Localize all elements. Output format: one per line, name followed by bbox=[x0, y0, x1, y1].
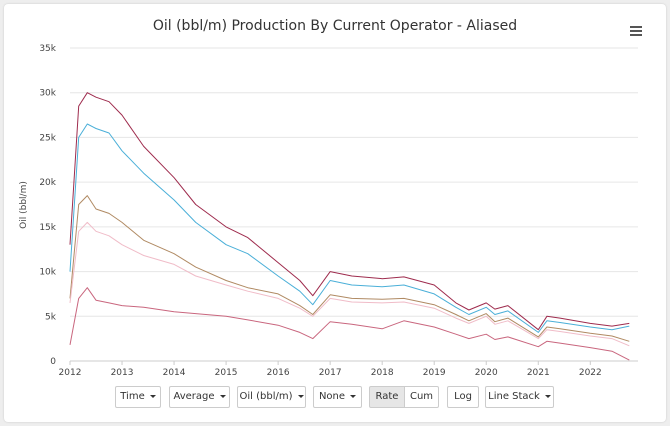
axis: 0 5k 10k 15k 20k 25k 30k 35k 2012 2013 2014 2015 201… bbox=[39, 44, 601, 378]
hamburger-menu-icon[interactable] bbox=[630, 26, 642, 36]
time-dropdown[interactable]: Time bbox=[115, 386, 161, 408]
line-stack-dropdown[interactable]: Line Stack bbox=[485, 386, 554, 408]
series-lines bbox=[69, 92, 630, 361]
measure-dropdown[interactable]: Oil (bbl/m) bbox=[237, 386, 306, 408]
series-line-5[interactable] bbox=[69, 287, 630, 361]
time-dropdown-label: Time bbox=[120, 391, 145, 402]
measure-dropdown-label: Oil (bbl/m) bbox=[239, 391, 293, 402]
y-tick-label: 30k bbox=[39, 89, 56, 99]
y-axis-label: Oil (bbl/m) bbox=[19, 181, 29, 229]
x-tick-label: 2014 bbox=[163, 368, 186, 378]
log-button[interactable]: Log bbox=[447, 386, 479, 408]
x-tick-label: 2022 bbox=[579, 368, 602, 378]
chevron-down-icon bbox=[149, 394, 156, 398]
chevron-down-icon bbox=[297, 394, 304, 398]
y-tick-label: 35k bbox=[39, 44, 56, 54]
series-line-3[interactable] bbox=[69, 195, 630, 342]
none-dropdown-label: None bbox=[318, 391, 346, 402]
series-line-2[interactable] bbox=[69, 123, 630, 333]
series-line-1[interactable] bbox=[69, 92, 630, 331]
y-tick-label: 0 bbox=[50, 357, 56, 367]
average-dropdown-label: Average bbox=[173, 391, 215, 402]
y-tick-label: 5k bbox=[45, 312, 57, 322]
chevron-down-icon bbox=[219, 394, 226, 398]
x-tick-label: 2020 bbox=[475, 368, 498, 378]
rate-button[interactable]: Rate bbox=[369, 386, 405, 408]
grid-lines bbox=[70, 47, 638, 362]
chart-card bbox=[4, 4, 666, 422]
chevron-down-icon bbox=[544, 394, 551, 398]
x-tick-label: 2019 bbox=[423, 368, 446, 378]
y-tick-label: 15k bbox=[39, 223, 56, 233]
x-tick-label: 2012 bbox=[59, 368, 82, 378]
series-line-4[interactable] bbox=[69, 221, 630, 347]
cum-button[interactable]: Cum bbox=[404, 386, 439, 408]
x-tick-label: 2016 bbox=[267, 368, 290, 378]
y-tick-label: 25k bbox=[39, 133, 56, 143]
x-tick-label: 2018 bbox=[371, 368, 394, 378]
average-dropdown[interactable]: Average bbox=[169, 386, 230, 408]
line-stack-dropdown-label: Line Stack bbox=[488, 391, 540, 402]
x-tick-label: 2021 bbox=[527, 368, 550, 378]
x-tick-label: 2013 bbox=[111, 368, 134, 378]
x-tick-label: 2015 bbox=[215, 368, 238, 378]
chevron-down-icon bbox=[350, 394, 357, 398]
none-dropdown[interactable]: None bbox=[313, 386, 362, 408]
chart-controls: Time Average Oil (bbl/m) None Rate Cum L… bbox=[0, 386, 670, 408]
x-tick-label: 2017 bbox=[319, 368, 342, 378]
y-tick-label: 10k bbox=[39, 268, 56, 278]
y-tick-label: 20k bbox=[39, 178, 56, 188]
chart-title: Oil (bbl/m) Production By Current Operat… bbox=[152, 18, 518, 34]
